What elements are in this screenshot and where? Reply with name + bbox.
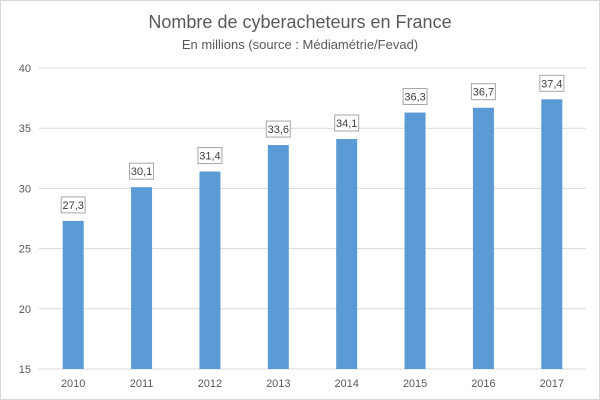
- y-tick-label: 20: [19, 304, 31, 316]
- bar: [336, 139, 358, 369]
- y-tick-label: 35: [19, 123, 31, 135]
- data-label-box: [334, 114, 360, 132]
- data-label-box: [402, 88, 428, 106]
- bar: [267, 145, 289, 369]
- data-label-box: [470, 83, 496, 101]
- data-label-box: [197, 147, 223, 165]
- x-tick-label: 2012: [198, 378, 222, 390]
- y-tick-label: 25: [19, 244, 31, 256]
- data-label-box: [539, 74, 565, 92]
- data-label-box: [60, 196, 86, 214]
- data-label: 37,4: [541, 78, 562, 90]
- y-tick-label: 15: [19, 364, 31, 376]
- x-tick-label: 2017: [540, 378, 564, 390]
- data-label: 34,1: [336, 118, 357, 130]
- y-tick-label: 40: [19, 63, 31, 75]
- chart-title: Nombre de cyberacheteurs en France: [148, 12, 452, 32]
- x-tick-label: 2016: [471, 378, 495, 390]
- data-label: 27,3: [62, 200, 83, 212]
- x-tick-label: 2011: [130, 378, 154, 390]
- x-tick-label: 2015: [403, 378, 427, 390]
- x-tick-label: 2013: [266, 378, 290, 390]
- bar: [62, 220, 84, 369]
- data-label: 36,3: [404, 92, 425, 104]
- data-label-box: [129, 162, 155, 180]
- data-label: 33,6: [268, 124, 289, 136]
- chart-subtitle: En millions (source : Médiamétrie/Fevad): [181, 37, 419, 52]
- bar: [404, 112, 426, 369]
- x-tick-label: 2010: [61, 378, 85, 390]
- x-tick-label: 2014: [334, 378, 358, 390]
- y-tick-label: 30: [19, 183, 31, 195]
- data-label: 30,1: [131, 166, 152, 178]
- data-label: 31,4: [199, 151, 220, 163]
- bar: [541, 99, 563, 369]
- bar: [131, 187, 153, 369]
- bar: [199, 171, 221, 369]
- bar: [472, 107, 494, 370]
- data-label-box: [265, 120, 291, 138]
- data-label: 36,7: [473, 87, 494, 99]
